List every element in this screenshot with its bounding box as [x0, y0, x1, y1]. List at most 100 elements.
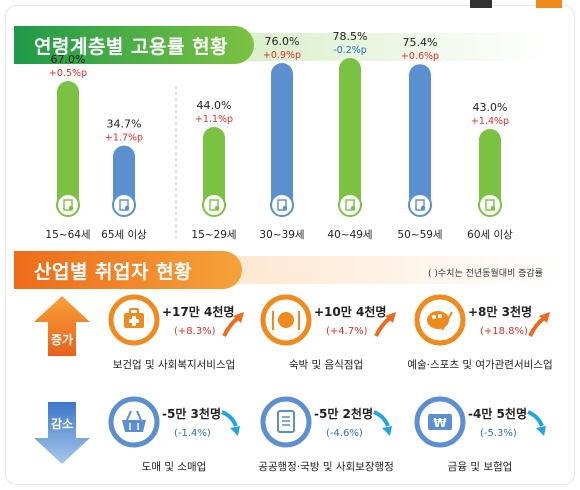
- section2-note: ( )수치는 전년동월대비 증감률: [428, 269, 543, 279]
- decrease-label: 감소: [51, 416, 73, 431]
- section1-title: 연령계층별 고용률 현황: [34, 35, 229, 58]
- person-document-icon: [270, 193, 294, 217]
- increase-change: +17만 4천명: [162, 304, 234, 319]
- person-document-icon-head: [282, 205, 288, 211]
- person-document-icon-sheet: [485, 199, 495, 211]
- medical-kit-icon: [124, 308, 144, 328]
- increase-item: +8만 3천명 (+18.8%) 예술·스포츠 및 여가관련서비스업: [407, 294, 553, 371]
- decrease-name: 공공행정·국방 및 사회보장행정: [258, 461, 394, 473]
- increase-name: 숙박 및 음식점업: [289, 358, 363, 371]
- person-document-icon-head: [490, 205, 496, 211]
- decrease-name: 금융 및 보험업: [448, 460, 513, 473]
- age-value-label: 67.0%: [51, 53, 86, 66]
- medical-kit-cross: [129, 316, 139, 326]
- person-document-icon: [338, 193, 362, 217]
- document-scroll-icon: [277, 410, 295, 433]
- decrease-item: -5만 2천명 (-4.6%) 공공행정·국방 및 사회보장행정: [258, 396, 394, 473]
- palette-icon: [427, 311, 453, 331]
- person-document-icon: [478, 193, 502, 217]
- person-document-icon: [408, 193, 432, 217]
- trend-down-arrow: [373, 410, 390, 427]
- increase-items: +17만 4천명 (+8.3%) 보건업 및 사회복지서비스업 +10만 4천명 (+4…: [108, 294, 553, 371]
- trend-up-arrow: [528, 316, 546, 337]
- palette-body: [427, 311, 449, 329]
- decrease-pct: (-4.6%): [326, 428, 363, 439]
- increase-label: 증가: [51, 332, 73, 347]
- age-category-label: 30~39세: [259, 229, 304, 241]
- person-document-icon: [202, 193, 226, 217]
- decrease-pct: (-5.3%): [480, 428, 517, 439]
- increase-pct: (+18.8%): [480, 326, 528, 337]
- person-document-icon-head: [214, 205, 220, 211]
- top-deco-orange: [536, 0, 562, 8]
- palette-dot: [432, 315, 436, 319]
- dish-plate: [278, 312, 294, 328]
- basket-body: [122, 420, 146, 432]
- age-change-label: +1.7%p: [105, 133, 143, 144]
- increase-name: 보건업 및 사회복지서비스업: [113, 358, 236, 371]
- increase-change: +8만 3천명: [468, 304, 532, 319]
- age-change-label: -0.2%p: [333, 45, 367, 56]
- person-document-icon: [112, 193, 136, 217]
- won-symbol: ₩: [433, 416, 447, 430]
- increase-item: +10만 4천명 (+4.7%) 숙박 및 음식점업: [260, 294, 396, 371]
- age-value-label: 78.5%: [333, 30, 368, 43]
- brush: [441, 311, 453, 331]
- person-document-icon-sheet: [415, 199, 425, 211]
- increase-arrow: 증가: [34, 296, 90, 356]
- section2-banner: 산업별 취업자 현황: [14, 251, 242, 289]
- age-bar: [271, 63, 293, 215]
- trend-down-arrow: [221, 410, 238, 427]
- decrease-arrow-shape: [34, 402, 90, 464]
- section1-banner-fade: [200, 33, 550, 61]
- section2-banner-fade: [180, 256, 560, 284]
- trend-up-arrow-head: [385, 312, 396, 323]
- trend-up-arrow: [374, 316, 392, 337]
- shopping-basket-icon: [122, 410, 146, 432]
- age-category-label: 50~59세: [397, 229, 442, 241]
- age-value-label: 44.0%: [197, 99, 232, 112]
- age-bar: [57, 81, 79, 215]
- age-employment-chart: 67.0% +0.5%p 15~64세 34.7% +1.7%p 65세 이상 44.0% +…: [45, 30, 513, 241]
- person-document-icon-sheet: [119, 199, 129, 211]
- scroll-sheet: [277, 410, 295, 433]
- decrease-item: -5만 3천명 (-1.4%) 도매 및 소매업: [108, 396, 240, 473]
- medical-kit-handle: [129, 308, 139, 315]
- person-document-icon-head: [420, 205, 426, 211]
- decrease-item: ₩ -4만 5천명 (-5.3%) 금융 및 보험업: [414, 396, 546, 473]
- trend-down-arrow: [527, 410, 544, 427]
- currency-won-icon: ₩: [428, 414, 452, 430]
- person-document-icon-head: [68, 205, 74, 211]
- decrease-change: -5만 3천명: [162, 406, 221, 421]
- person-document-icon-sheet: [277, 199, 287, 211]
- age-change-label: +0.6%p: [401, 51, 439, 62]
- decrease-icon-ring: [260, 396, 312, 448]
- section1-banner: 연령계층별 고용률 현황: [14, 26, 254, 64]
- person-document-icon-head: [350, 205, 356, 211]
- person-document-icon: [56, 193, 80, 217]
- age-value-label: 75.4%: [403, 36, 438, 49]
- person-document-icon-sheet: [345, 199, 355, 211]
- basket-handle: [126, 410, 142, 421]
- increase-change: +10만 4천명: [314, 304, 386, 319]
- age-category-label: 40~49세: [327, 229, 372, 241]
- decrease-change: -4만 5천명: [468, 406, 527, 421]
- banknote: [428, 414, 452, 430]
- age-change-label: +0.9%p: [263, 50, 301, 61]
- increase-arrow-shape: [34, 296, 90, 356]
- age-value-label: 34.7%: [107, 118, 142, 131]
- decrease-items: -5만 3천명 (-1.4%) 도매 및 소매업 -5만 2천명 (-4.6%) 공공행정…: [108, 396, 546, 473]
- age-change-label: +0.5%p: [49, 68, 87, 79]
- age-bar: [203, 127, 225, 215]
- increase-item: +17만 4천명 (+8.3%) 보건업 및 사회복지서비스업: [108, 294, 244, 371]
- decrease-name: 도매 및 소매업: [142, 460, 207, 473]
- age-bar: [479, 129, 501, 215]
- age-change-label: +1.1%p: [195, 114, 233, 125]
- trend-down-arrow-head: [230, 426, 240, 436]
- age-bar: [409, 64, 431, 215]
- trend-up-arrow-head: [233, 312, 244, 323]
- age-change-label: +1.4%p: [471, 116, 509, 127]
- decrease-arrow: 감소: [34, 402, 90, 464]
- increase-name: 예술·스포츠 및 여가관련서비스업: [407, 358, 552, 371]
